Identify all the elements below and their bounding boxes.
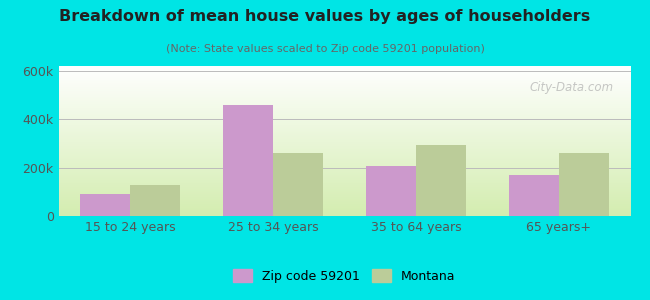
Text: (Note: State values scaled to Zip code 59201 population): (Note: State values scaled to Zip code 5… bbox=[166, 44, 484, 53]
Bar bbox=[130, 184, 180, 216]
Bar bbox=[416, 145, 466, 216]
Bar bbox=[273, 153, 323, 216]
Bar bbox=[559, 153, 609, 216]
Text: Breakdown of mean house values by ages of householders: Breakdown of mean house values by ages o… bbox=[59, 9, 591, 24]
Bar bbox=[366, 167, 416, 216]
Bar bbox=[223, 105, 273, 216]
Bar bbox=[509, 175, 559, 216]
Bar bbox=[80, 194, 130, 216]
Text: City-Data.com: City-Data.com bbox=[529, 81, 614, 94]
Legend: Zip code 59201, Montana: Zip code 59201, Montana bbox=[228, 264, 461, 288]
